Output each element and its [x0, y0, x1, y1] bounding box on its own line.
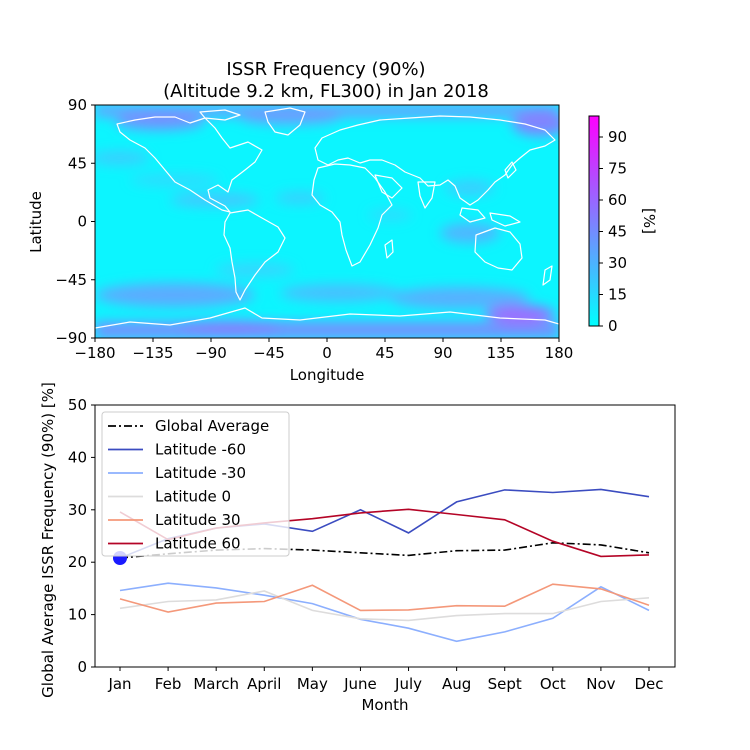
- map-x-tick-label: 0: [322, 344, 332, 362]
- chart-y-axis-label: Global Average ISSR Frequency (90%) [%]: [39, 382, 57, 698]
- map-x-tick-label: −45: [253, 344, 285, 362]
- colorbar-tick-label: 75: [608, 160, 627, 178]
- map-x-tick-label: −180: [74, 344, 115, 362]
- chart-y-tick-label: 0: [77, 658, 87, 676]
- chart-legend: Global Average Latitude -60 Latitude -30 La…: [101, 411, 290, 557]
- chart-x-tick-label: Feb: [155, 675, 182, 693]
- series-line-4: [119, 583, 650, 613]
- map-y-tick-label: 0: [77, 213, 87, 231]
- chart-x-tick-label: June: [343, 675, 377, 693]
- map-x-tick-label: 180: [545, 344, 574, 362]
- chart-x-tick-label: March: [193, 675, 239, 693]
- chart-x-tick-label: Oct: [540, 675, 566, 693]
- colorbar-ticks: 0 15 30 45 60 75 90: [599, 128, 627, 335]
- map-x-tick-label: 45: [375, 344, 394, 362]
- chart-y-tick-label: 30: [68, 501, 87, 519]
- legend-box: [101, 411, 290, 557]
- legend-items: Global Average Latitude -60 Latitude -30 La…: [108, 417, 269, 553]
- map-x-axis-label: Longitude: [290, 366, 365, 384]
- chart-y-tick-label: 10: [68, 606, 87, 624]
- map-title-line2: (Altitude 9.2 km, FL300) in Jan 2018: [163, 81, 489, 102]
- chart-x-tick-label: Sept: [488, 675, 522, 693]
- series-line-2: [119, 582, 650, 643]
- map-y-tick-label: −45: [55, 271, 87, 289]
- map-heatmap: [95, 105, 559, 338]
- frequency-patches: [95, 105, 559, 338]
- colorbar: [588, 115, 600, 327]
- colorbar-tick-label: 30: [608, 254, 627, 272]
- map-x-tick-label: −135: [132, 344, 173, 362]
- legend-label: Latitude -60: [155, 441, 246, 459]
- map-y-tick-label: −90: [55, 329, 87, 347]
- colorbar-tick-label: 60: [608, 191, 627, 209]
- colorbar-tick-label: 90: [608, 128, 627, 146]
- chart-y-tick-label: 20: [68, 553, 87, 571]
- map-y-axis-label: Latitude: [27, 191, 45, 253]
- colorbar-tick-label: 0: [608, 317, 618, 335]
- map-y-tick-label: 45: [68, 154, 87, 172]
- chart-x-axis-label: Month: [361, 696, 408, 714]
- chart-x-tick-label: Nov: [586, 675, 615, 693]
- map-title-line1: ISSR Frequency (90%): [226, 59, 425, 80]
- chart-x-tick-label: July: [394, 675, 422, 693]
- legend-label: Global Average: [155, 417, 269, 435]
- map-x-tick-label: 135: [487, 344, 516, 362]
- coastlines: [95, 107, 559, 329]
- series-line-3: [119, 590, 650, 622]
- legend-label: Latitude 60: [155, 535, 241, 553]
- chart-y-tick-label: 40: [68, 448, 87, 466]
- legend-label: Latitude 30: [155, 511, 241, 529]
- map-y-tick-label: 90: [68, 96, 87, 114]
- chart-x-tick-label: Dec: [634, 675, 663, 693]
- chart-x-tick-label: Aug: [442, 675, 471, 693]
- colorbar-tick-label: 15: [608, 286, 627, 304]
- chart-frame: [94, 404, 676, 668]
- legend-label: Latitude 0: [155, 488, 231, 506]
- map-x-tick-label: −90: [195, 344, 227, 362]
- map-x-tick-label: 90: [433, 344, 452, 362]
- legend-label: Latitude -30: [155, 464, 246, 482]
- chart-y-tick-label: 50: [68, 396, 87, 414]
- chart-x-tick-label: April: [247, 675, 281, 693]
- chart-x-ticks: Jan Feb March April May June July Aug Sept Oct Nov…: [107, 667, 664, 693]
- map-x-ticks: −180 −135 −90 −45 0 45 90 135 180: [74, 338, 573, 362]
- colorbar-label: [%]: [640, 208, 658, 234]
- chart-x-tick-label: Jan: [107, 675, 131, 693]
- map-y-ticks: 90 45 0 −45 −90: [55, 96, 95, 347]
- colorbar-tick-label: 45: [608, 223, 627, 241]
- chart-y-ticks: 0 10 20 30 40 50: [68, 396, 95, 676]
- chart-x-tick-label: May: [297, 675, 328, 693]
